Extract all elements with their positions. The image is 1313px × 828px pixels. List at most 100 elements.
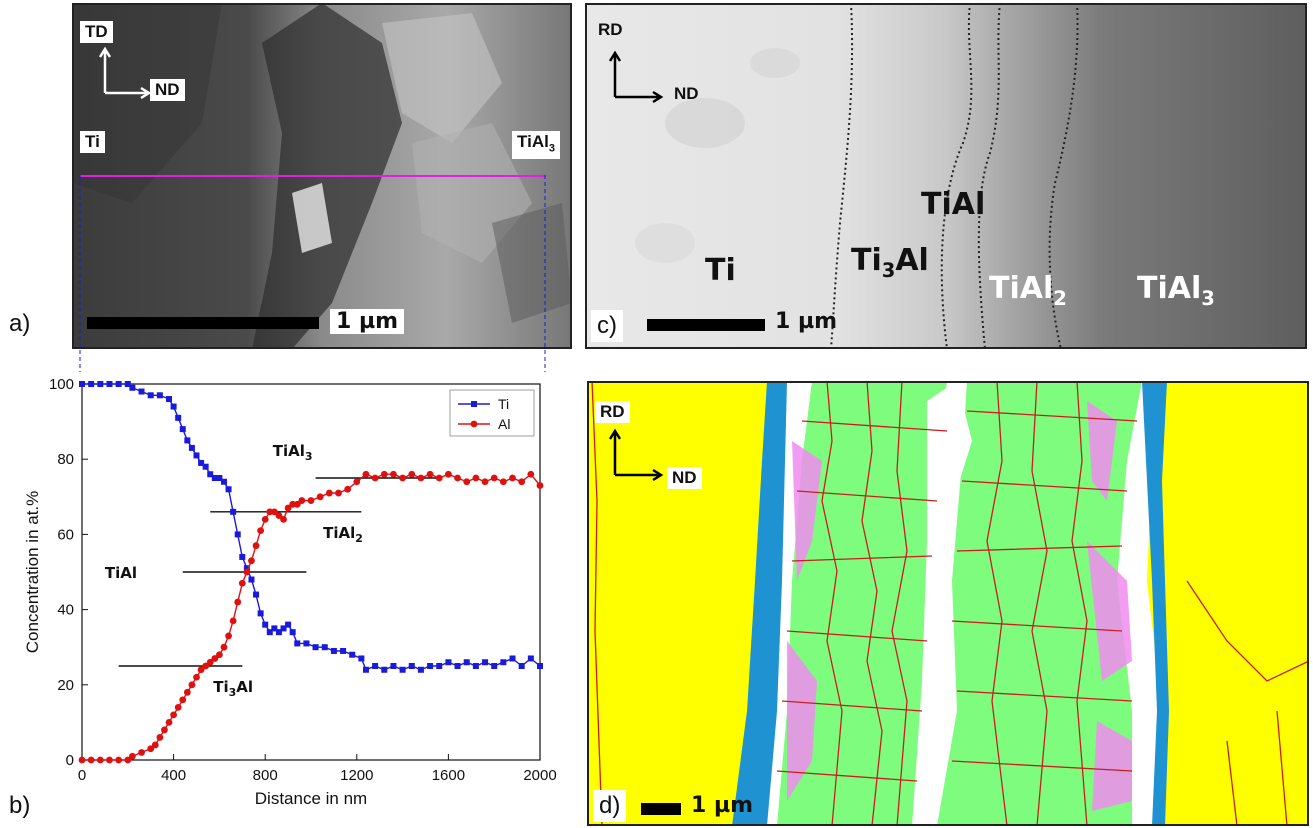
data-point-ti [170,403,177,410]
data-point-ti [491,663,498,669]
data-point-ti [179,426,186,433]
phase-tial2: TiAl2 [989,271,1067,310]
data-point-al [527,470,535,478]
panel-c: RD ND Ti Ti3Al TiAl TiAl2 TiAl3 1 µm [585,3,1307,349]
data-point-ti [362,666,369,673]
data-point-ti [202,463,209,470]
plot-frame [81,383,541,761]
data-point-ti [518,663,525,669]
data-point-ti [454,663,461,669]
data-point-ti [234,531,241,538]
data-point-ti [417,666,424,673]
panel-letter-d: d) [593,790,627,822]
data-point-al [261,515,269,523]
data-point-ti [509,655,516,662]
panel-letter-b: b) [3,790,37,822]
scale-label: 1 µm [691,793,754,818]
x-tick-label: 0 [78,767,86,784]
data-point-al [275,512,283,519]
data-point-al [165,719,173,726]
data-point-al [435,474,443,482]
data-point-ti [198,459,205,466]
data-point-al [197,666,205,674]
axis-label-rd: RD [598,20,623,39]
data-point-al [183,688,191,696]
orientation-arrows [608,428,664,482]
data-point-al [509,474,516,482]
data-point-ti [330,647,337,654]
data-point-al [220,643,228,651]
data-point-ti [482,659,489,666]
data-point-ti [294,640,301,647]
data-point-al [390,470,397,478]
data-point-ti [225,486,232,493]
phase-annotation: TiAl [105,564,137,582]
orientation-arrows [98,46,152,100]
data-point-ti [527,655,534,662]
data-point-al [225,632,232,640]
phase-tial: TiAl [921,187,986,222]
data-point-ti [156,392,163,399]
data-point-al [238,579,246,587]
data-point-ti [97,381,104,387]
data-point-ti [312,644,319,651]
data-point-ti [436,663,443,669]
data-point-al [463,478,471,486]
data-point-al [371,474,379,482]
data-point-ti [271,625,278,632]
data-point-ti [537,663,543,669]
x-tick-label: 1600 [432,767,465,784]
data-point-al [248,557,255,565]
data-point-al [234,598,242,606]
data-point-ti [207,471,214,478]
y-tick-label: 60 [57,526,74,543]
data-point-al [216,651,223,659]
data-point-ti [472,663,479,669]
data-point-al [408,470,416,478]
data-point-ti [275,629,282,636]
data-point-al [445,470,452,478]
panel-letter-a: a) [3,308,37,340]
legend-box [449,389,535,437]
data-point-al [188,681,196,689]
data-point-ti [166,396,173,403]
scale-bar [87,317,319,329]
data-point-ti [427,663,434,669]
panel-letter-c: c) [591,310,623,342]
data-point-al [499,478,507,486]
data-point-al [138,749,145,756]
data-point-ti [262,621,269,628]
ebsd-phase-map [587,381,1309,826]
legend-marker [470,420,478,428]
data-point-al [206,658,214,666]
data-point-al [96,756,104,764]
y-tick-label: 40 [57,602,74,619]
legend-marker [471,401,477,407]
phase-tial3: TiAl3 [1137,271,1215,310]
data-point-ti [280,625,287,632]
data-point-ti [188,444,195,451]
y-axis-label: Concentration in at.% [23,491,42,654]
series-line-al [82,473,541,761]
phase-annotation: Ti3Al [213,678,253,699]
phase-ti: Ti [705,253,736,288]
data-point-ti [321,644,328,651]
data-point-ti [243,565,250,572]
data-point-al [78,756,86,764]
data-point-ti [303,640,310,647]
data-point-ti [115,381,122,387]
data-point-al [399,474,406,482]
data-point-al [124,756,132,764]
data-point-ti [239,553,246,560]
data-point-al [87,756,95,764]
x-tick-label: 2000 [523,767,556,784]
concentration-chart: 0 400 800 1200 1600 2000 0 20 40 60 80 100 Distance … [23,376,557,808]
data-point-al [307,497,315,504]
data-point-al [193,673,200,681]
axis-label-rd: RD [595,401,630,423]
data-point-al [161,726,168,734]
data-point-al [298,497,306,504]
data-point-ti [253,591,260,598]
data-point-al [243,568,251,576]
x-tick-label: 400 [161,767,186,784]
